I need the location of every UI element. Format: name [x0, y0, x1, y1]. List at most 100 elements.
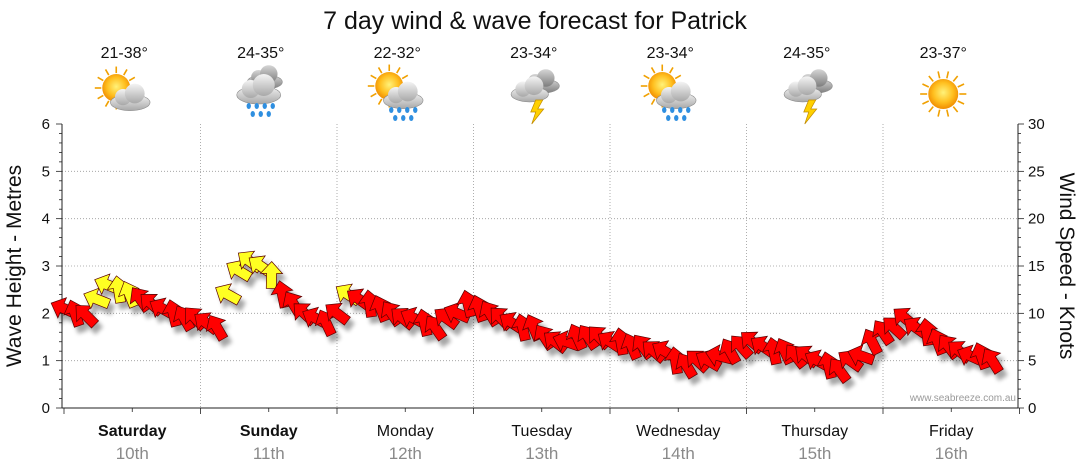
- wind-arrow-shape: [205, 314, 229, 342]
- sun-ray: [97, 76, 104, 82]
- rain-drop: [678, 107, 683, 113]
- left-tick-label: 2: [42, 305, 50, 322]
- wind-arrow-shape: [731, 335, 754, 360]
- temperature-label: 23-34°: [647, 45, 694, 62]
- rain-drop: [393, 115, 398, 121]
- sun-ray: [946, 71, 950, 79]
- wind-arrow-shape: [325, 302, 351, 326]
- sun-cloud-icon: [94, 66, 151, 111]
- sun-ray: [377, 98, 383, 105]
- wind-arrow-shape: [838, 350, 865, 373]
- left-tick-label: 0: [42, 400, 50, 417]
- wind-arrows: [50, 250, 1004, 385]
- wind-arrow: [83, 287, 112, 310]
- wind-arrow: [205, 314, 229, 342]
- grid: [62, 124, 1018, 408]
- day-name-label: Tuesday: [511, 423, 572, 440]
- wind-arrow: [883, 317, 908, 341]
- sun-ray: [128, 76, 136, 82]
- day-date-label: 14th: [662, 444, 695, 463]
- cloud-puff: [397, 81, 418, 102]
- sun-ray: [669, 67, 674, 74]
- wind-arrow-shape: [675, 352, 698, 380]
- sun-shower-icon: [367, 64, 424, 121]
- rain-drop: [254, 103, 259, 109]
- cloud-puff: [124, 83, 145, 104]
- sun-ray: [97, 94, 104, 100]
- day-date-label: 16th: [935, 444, 968, 463]
- wind-arrow: [226, 259, 253, 283]
- sun-ray: [952, 75, 959, 82]
- sun-ray: [401, 74, 409, 80]
- sun-icon: [920, 71, 967, 117]
- sun-ray: [650, 98, 656, 105]
- cloud-puff: [797, 76, 817, 96]
- storm-cloud-icon: [510, 69, 560, 125]
- wind-arrow: [838, 350, 865, 373]
- wind-arrow: [872, 320, 895, 347]
- wind-arrow-shape: [412, 308, 436, 338]
- sun-ray: [370, 74, 377, 80]
- sun-ray: [922, 83, 930, 88]
- rain-drop: [266, 111, 271, 117]
- axes: 0 1 2 3 4 5 6 0 5 10 15 20 25 30: [42, 116, 1045, 417]
- sun-ray: [957, 83, 965, 88]
- left-tick-label: 4: [42, 211, 50, 228]
- sun-ray: [396, 67, 401, 74]
- wind-arrow-shape: [215, 283, 243, 306]
- day-date-label: 15th: [798, 444, 831, 463]
- right-axis-label: Wind Speed - Knots: [1055, 173, 1078, 360]
- sun-ray: [104, 69, 110, 76]
- day-date-label: 13th: [525, 444, 558, 463]
- wind-arrow: [675, 352, 698, 380]
- left-axis-label: Wave Height - Metres: [3, 165, 26, 367]
- day-name-label: Wednesday: [636, 423, 720, 440]
- weather-row: 21-38° 24-35° 22-32° 23-34° 23-34° 24-35° 23-3…: [94, 45, 967, 125]
- day-date-label: 12th: [389, 444, 422, 463]
- rain-drop: [397, 107, 402, 113]
- day-date-label: 11th: [253, 444, 285, 463]
- left-tick-label: 6: [42, 116, 50, 133]
- temperature-label: 21-38°: [101, 45, 148, 62]
- rain-drop: [670, 107, 675, 113]
- sun-ray: [370, 92, 377, 98]
- wind-arrow-shape: [883, 317, 908, 341]
- wind-arrow: [412, 308, 436, 338]
- lightning-bolt: [530, 99, 545, 125]
- temperature-label: 24-35°: [783, 45, 830, 62]
- sun-ray: [377, 67, 383, 74]
- right-tick-label: 0: [1028, 400, 1036, 417]
- rain-drop: [258, 111, 263, 117]
- wind-arrow-shape: [434, 307, 461, 331]
- rain-drop: [413, 107, 418, 113]
- sun-ray: [928, 106, 934, 113]
- temperature-label: 22-32°: [374, 45, 421, 62]
- wind-arrow: [75, 304, 100, 329]
- day-name-label: Thursday: [781, 423, 848, 440]
- sun-ray: [922, 100, 930, 105]
- chart-title: 7 day wind & wave forecast for Patrick: [323, 7, 747, 35]
- right-tick-label: 5: [1028, 353, 1036, 370]
- wind-arrow: [731, 335, 754, 360]
- rain-cloud-icon: [236, 65, 283, 117]
- day-labels: Saturday 10th Sunday 11th Monday 12th Tuesday 1…: [98, 423, 973, 463]
- day-name-label: Friday: [929, 423, 973, 440]
- wind-arrow: [325, 302, 351, 326]
- right-tick-label: 30: [1028, 116, 1045, 133]
- sun-ray: [946, 109, 950, 117]
- sun-ray: [952, 106, 959, 113]
- credit-text: www.seabreeze.com.au: [909, 393, 1016, 404]
- day-name-label: Sunday: [240, 423, 298, 440]
- rain-drop: [666, 115, 671, 121]
- wind-arrow-shape: [75, 304, 100, 329]
- wind-arrow: [828, 358, 852, 385]
- right-tick-label: 15: [1028, 258, 1045, 275]
- left-tick-label: 1: [42, 353, 50, 370]
- wind-arrow: [424, 315, 448, 342]
- rain-drop: [405, 107, 410, 113]
- wind-arrow: [981, 348, 1004, 375]
- cloud-puff: [252, 74, 275, 96]
- sun-ray: [957, 100, 965, 105]
- right-tick-label: 25: [1028, 163, 1045, 180]
